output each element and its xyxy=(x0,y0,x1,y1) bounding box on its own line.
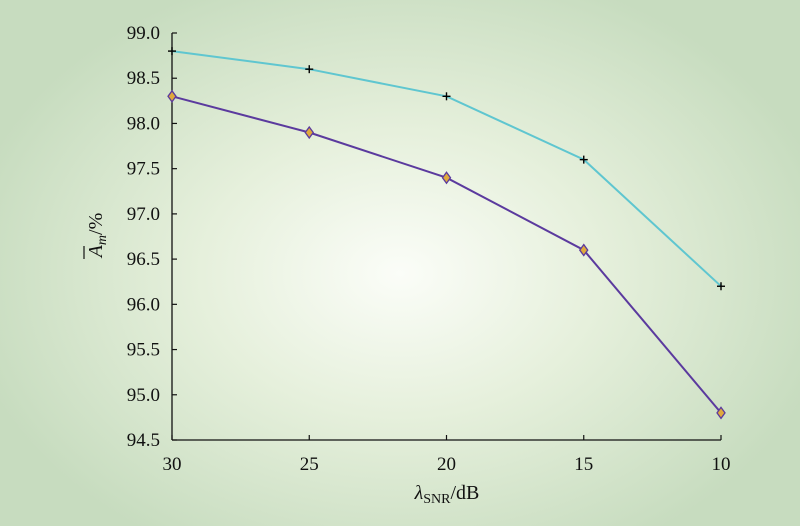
data-point-plus xyxy=(579,155,588,164)
x-tick-label: 30 xyxy=(163,454,182,475)
y-axis-label-group: Am/% xyxy=(83,213,110,260)
y-tick-label: 97.0 xyxy=(127,204,160,225)
y-tick-label: 95.5 xyxy=(127,340,160,361)
x-tick-label: 20 xyxy=(437,454,456,475)
data-point-diamond xyxy=(304,125,315,140)
x-tick-label: 15 xyxy=(574,454,593,475)
data-point-plus xyxy=(442,92,451,101)
y-tick-label: 98.5 xyxy=(127,68,160,89)
y-tick-label: 96.5 xyxy=(127,249,160,270)
x-tick-label: 10 xyxy=(712,454,731,475)
y-axis-symbol: A xyxy=(85,244,107,259)
data-point-diamond xyxy=(167,89,177,103)
y-tick-label: 96.0 xyxy=(127,294,160,315)
data-point-plus xyxy=(168,47,176,56)
y-tick-labels: 99.0 98.5 98.0 97.5 97.0 96.5 96.0 95.5 95.0 94.5 xyxy=(127,23,177,451)
y-axis-label: Am/% xyxy=(85,213,110,260)
data-point-diamond xyxy=(578,243,589,257)
y-tick-label: 98.0 xyxy=(127,113,160,134)
x-axis-subscript: SNR xyxy=(423,492,451,507)
y-tick-label: 95.0 xyxy=(127,385,160,406)
data-point-diamond xyxy=(441,171,452,185)
data-point-diamond xyxy=(716,406,726,420)
series-2 xyxy=(167,89,726,420)
y-tick-label: 99.0 xyxy=(127,23,160,44)
series-1 xyxy=(168,47,725,291)
y-axis-subscript: m xyxy=(95,235,110,245)
x-tick-label: 25 xyxy=(300,454,319,475)
series-1-line xyxy=(171,50,722,287)
y-tick-label: 94.5 xyxy=(127,430,160,451)
x-axis-label: λSNR/dB xyxy=(414,482,480,507)
series-2-line xyxy=(171,95,722,414)
x-axis-symbol: λ xyxy=(414,482,424,504)
y-tick-label: 97.5 xyxy=(127,159,160,180)
data-point-plus xyxy=(717,282,725,291)
x-axis-unit: /dB xyxy=(451,482,480,504)
x-tick-labels: 30 25 20 15 10 xyxy=(163,435,731,475)
data-point-plus xyxy=(305,65,314,74)
y-axis-unit: /% xyxy=(85,213,107,235)
series-layer xyxy=(167,47,726,420)
